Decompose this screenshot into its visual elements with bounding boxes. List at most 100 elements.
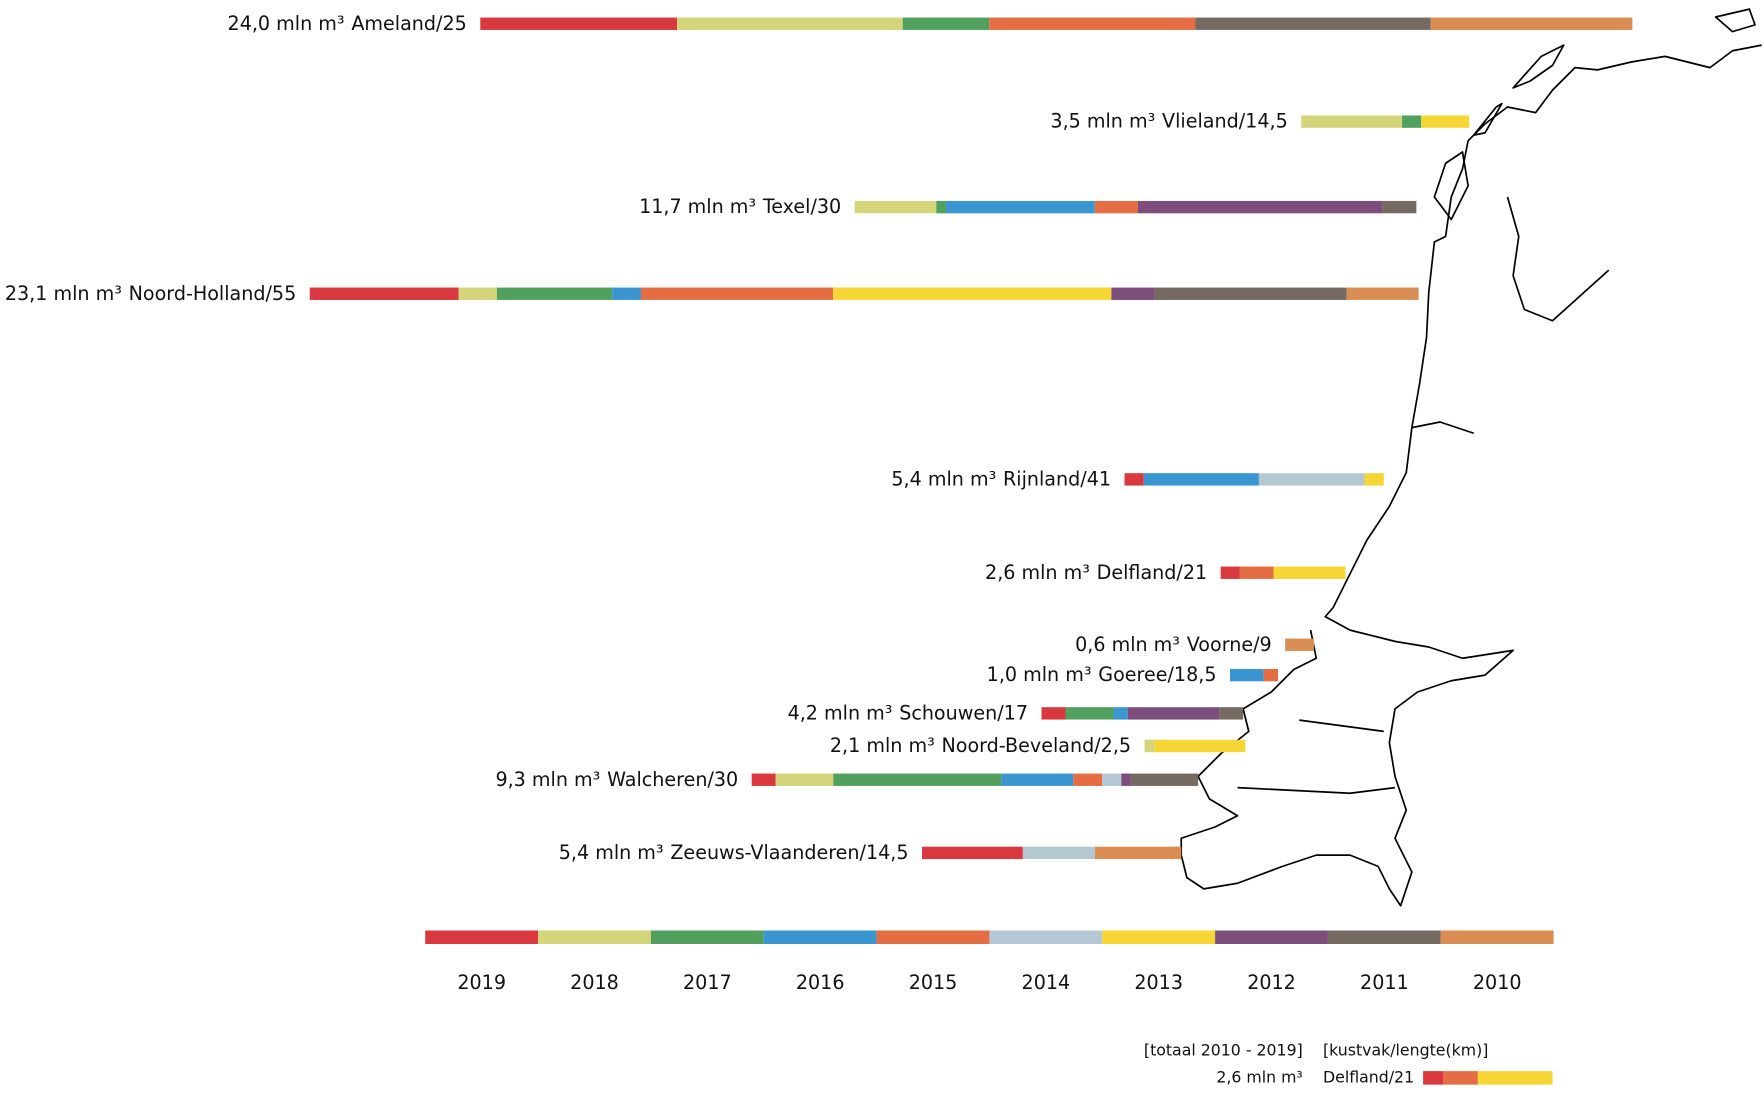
bar-segment <box>936 200 946 214</box>
bar-segment <box>1263 668 1278 682</box>
province-border <box>1237 196 1610 795</box>
bar-segment <box>989 17 1196 30</box>
legend-swatch <box>1102 930 1216 944</box>
bar-segment <box>1154 739 1246 753</box>
legend-note-total-header: [totaal 2010 - 2019] <box>1144 1040 1303 1059</box>
category-label: Noord-Beveland/2,5 <box>941 734 1131 757</box>
total-label: 4,2 mln m³ <box>788 701 893 724</box>
bar-segment <box>1229 668 1264 682</box>
legend-note-name-header: [kustvak/lengte(km)] <box>1323 1040 1488 1059</box>
bar-segment <box>496 287 613 300</box>
bar-segment <box>1430 17 1633 30</box>
bar-segment <box>1137 200 1383 214</box>
total-label: 5,4 mln m³ <box>559 840 664 863</box>
category-label: Rijnland/41 <box>1003 467 1111 490</box>
total-label: 3,5 mln m³ <box>1050 109 1155 132</box>
legend-swatch <box>876 930 990 944</box>
bar-segment <box>1121 773 1131 786</box>
legend-note-name: Delfland/21 <box>1323 1067 1414 1086</box>
total-label: 23,1 mln m³ <box>5 281 122 304</box>
bar-segment <box>1041 707 1066 720</box>
total-label: 1,0 mln m³ <box>987 663 1092 686</box>
bar-segment <box>833 773 1002 786</box>
bar-segment <box>902 17 990 30</box>
row-label: 5,4 mln m³ Zeeuws-Vlaanderen/14,5 <box>559 840 909 863</box>
bar-segment <box>922 846 1023 860</box>
bar-segment <box>309 287 459 300</box>
total-label: 2,1 mln m³ <box>830 734 935 757</box>
bar-segment <box>1273 566 1346 579</box>
row-label: 3,5 mln m³ Vlieland/14,5 <box>1050 109 1287 132</box>
bar-segment <box>1102 773 1122 786</box>
island-schiermonnikoog <box>1714 8 1756 33</box>
category-label: Noord-Holland/55 <box>129 281 297 304</box>
legend-swatch <box>538 930 651 944</box>
legend-label: 2018 <box>570 971 619 994</box>
bar-segment <box>945 200 1095 214</box>
row-label: 4,2 mln m³ Schouwen/17 <box>788 701 1028 724</box>
row-label: 24,0 mln m³ Ameland/25 <box>228 11 467 34</box>
legend-note-segment <box>1477 1071 1553 1085</box>
category-label: Voorne/9 <box>1187 632 1272 655</box>
bar-segment <box>1285 638 1314 651</box>
total-label: 5,4 mln m³ <box>891 467 996 490</box>
bar-segment <box>1022 846 1095 860</box>
bar-segment <box>854 200 937 214</box>
total-label: 2,6 mln m³ <box>985 560 1090 583</box>
bar-segment <box>1364 473 1384 486</box>
bar-segment <box>1143 473 1259 486</box>
bar-segment <box>1124 473 1144 486</box>
legend-note-segment <box>1443 1071 1478 1085</box>
total-label: 9,3 mln m³ <box>495 767 600 790</box>
bar-segment <box>1346 287 1419 300</box>
legend-label: 2012 <box>1247 971 1296 994</box>
legend-label: 2016 <box>796 971 845 994</box>
bar-segment <box>677 17 903 30</box>
island-ameland <box>1512 44 1565 89</box>
category-label: Ameland/25 <box>351 11 466 34</box>
bar-segment <box>775 773 834 786</box>
legend-swatch <box>1440 930 1554 944</box>
bar-segment <box>1073 773 1103 786</box>
bar-segment <box>1301 115 1403 128</box>
coastline <box>1180 44 1762 907</box>
legend-swatch <box>1327 930 1441 944</box>
row-label: 9,3 mln m³ Walcheren/30 <box>495 767 738 790</box>
row-label: 0,6 mln m³ Voorne/9 <box>1075 632 1272 655</box>
row-label: 1,0 mln m³ Goeree/18,5 <box>987 663 1217 686</box>
legend-label: 2019 <box>457 971 506 994</box>
bar-segment <box>1219 707 1244 720</box>
legend-swatch <box>763 930 877 944</box>
category-label: Delfland/21 <box>1097 560 1208 583</box>
category-label: Zeeuws-Vlaanderen/14,5 <box>670 840 908 863</box>
bar-segment <box>1065 707 1114 720</box>
bar-segment <box>751 773 776 786</box>
bar-segment <box>1421 115 1470 128</box>
legend-swatch <box>989 930 1103 944</box>
bar-segment <box>1130 773 1199 786</box>
bar-segment <box>1113 707 1128 720</box>
legend-label: 2014 <box>1022 971 1071 994</box>
bar-segment <box>640 287 833 300</box>
bar-segment <box>480 17 678 30</box>
legend-note-total: 2,6 mln m³ <box>1216 1067 1302 1086</box>
legend-note-segment <box>1423 1071 1444 1085</box>
row-label: 5,4 mln m³ Rijnland/41 <box>891 467 1111 490</box>
bar-segment <box>1195 17 1431 30</box>
category-label: Vlieland/14,5 <box>1162 109 1288 132</box>
row-label: 23,1 mln m³ Noord-Holland/55 <box>5 281 296 304</box>
bar-segment <box>1382 200 1417 214</box>
island-texel <box>1433 151 1469 221</box>
total-label: 0,6 mln m³ <box>1075 632 1180 655</box>
row-label: 2,6 mln m³ Delfland/21 <box>985 560 1207 583</box>
legend-label: 2010 <box>1473 971 1522 994</box>
total-label: 11,7 mln m³ <box>639 195 756 218</box>
legend-swatch <box>425 930 539 944</box>
legend-label: 2015 <box>909 971 958 994</box>
bar-segment <box>458 287 497 300</box>
island-vlieland <box>1472 102 1503 136</box>
bar-segment <box>1094 846 1182 860</box>
bar-segment <box>612 287 641 300</box>
bar-segment <box>832 287 1112 300</box>
